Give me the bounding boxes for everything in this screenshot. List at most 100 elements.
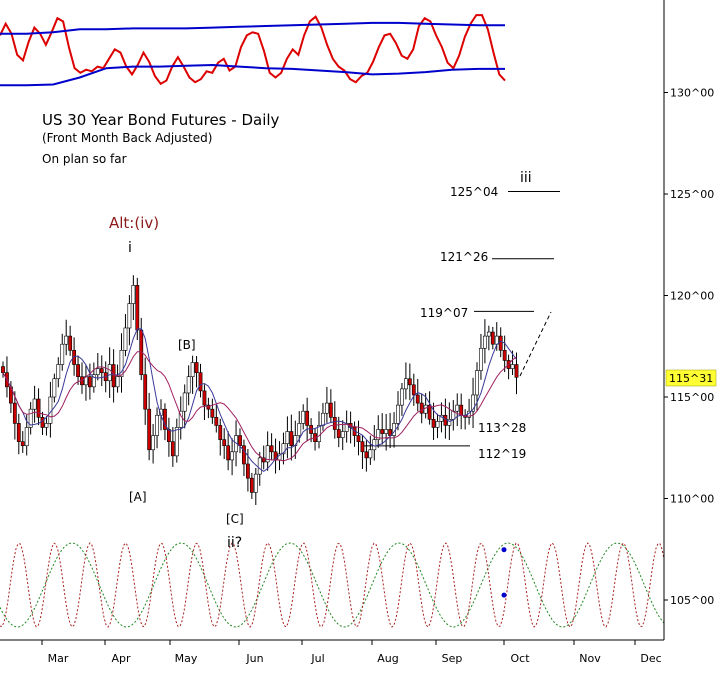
candle-body bbox=[115, 376, 120, 388]
candle-body bbox=[427, 404, 432, 420]
candle bbox=[356, 420, 361, 456]
candle-body bbox=[435, 421, 440, 428]
candle bbox=[313, 427, 317, 451]
candle-body bbox=[249, 477, 254, 493]
wave-label-c: [C] bbox=[226, 512, 244, 526]
level-lines bbox=[362, 190, 560, 447]
candle-body bbox=[151, 435, 156, 451]
candle-body bbox=[214, 416, 219, 426]
candle bbox=[435, 413, 440, 439]
candle bbox=[48, 381, 53, 438]
candle bbox=[360, 434, 365, 469]
candle-body bbox=[167, 429, 171, 442]
candle bbox=[336, 416, 341, 448]
upper-band-line bbox=[0, 21, 505, 35]
candle bbox=[431, 402, 436, 441]
candle-body bbox=[403, 378, 408, 390]
candle bbox=[471, 377, 475, 429]
candle bbox=[178, 396, 183, 440]
candlestick-series bbox=[1, 275, 519, 505]
candle-body bbox=[206, 404, 211, 410]
candle bbox=[80, 362, 84, 394]
candle bbox=[202, 384, 207, 421]
time-tick-label: May bbox=[175, 652, 198, 665]
candle bbox=[317, 411, 321, 449]
candle-body bbox=[305, 410, 310, 426]
candle-body bbox=[336, 429, 341, 438]
candle bbox=[226, 431, 231, 471]
candle-body bbox=[289, 431, 294, 447]
candle bbox=[123, 314, 128, 357]
candle-body bbox=[459, 404, 464, 416]
candle-body bbox=[455, 404, 460, 412]
candle bbox=[340, 420, 345, 451]
candle-body bbox=[431, 419, 436, 428]
price-tick-label: 115^00 bbox=[670, 391, 714, 404]
candle bbox=[44, 416, 49, 436]
candle-body bbox=[423, 404, 428, 414]
candle bbox=[269, 433, 274, 461]
time-tick-label: Oct bbox=[510, 652, 530, 665]
cycle-panel bbox=[0, 542, 665, 628]
candle bbox=[506, 354, 511, 380]
price-tick-label: 125^00 bbox=[670, 188, 714, 201]
chart-subtitle: (Front Month Back Adjusted) bbox=[42, 131, 212, 145]
candle bbox=[143, 357, 148, 425]
candle-body bbox=[123, 327, 128, 351]
moving-averages bbox=[2, 328, 517, 473]
time-tick-label: Aug bbox=[377, 652, 398, 665]
wave-label-b: [B] bbox=[178, 338, 196, 352]
candle bbox=[60, 333, 65, 371]
time-tick-label: Nov bbox=[579, 652, 601, 665]
candle-body bbox=[95, 368, 100, 375]
candle-body bbox=[293, 435, 298, 447]
price-tick-label: 110^00 bbox=[670, 493, 714, 506]
candle-body bbox=[230, 451, 235, 461]
candle-body bbox=[486, 331, 491, 337]
candle bbox=[52, 373, 57, 403]
candle-body bbox=[384, 429, 389, 434]
candle bbox=[407, 363, 412, 401]
candle-body bbox=[44, 423, 49, 428]
candle-body bbox=[328, 402, 333, 418]
candle bbox=[163, 403, 167, 441]
current-price-box bbox=[665, 369, 717, 387]
candle-body bbox=[88, 376, 92, 388]
candle bbox=[265, 431, 270, 471]
candle bbox=[372, 425, 377, 461]
candle bbox=[463, 409, 468, 430]
candle-body bbox=[253, 473, 258, 493]
moving-average-fast bbox=[2, 328, 517, 473]
candle bbox=[76, 355, 80, 385]
candle bbox=[427, 391, 432, 425]
candle-body bbox=[281, 443, 286, 455]
candle bbox=[332, 401, 337, 439]
candle-body bbox=[56, 364, 61, 380]
candle-body bbox=[257, 457, 262, 475]
candle bbox=[20, 431, 25, 453]
candle bbox=[459, 393, 464, 430]
candle bbox=[147, 392, 152, 461]
candle bbox=[490, 326, 495, 350]
candle-body bbox=[202, 390, 207, 406]
candle-body bbox=[285, 431, 290, 444]
price-axis: 130^00 125^00 120^00 115^00 110^00 105^00 bbox=[663, 0, 714, 640]
candle-body bbox=[479, 347, 483, 371]
candle bbox=[12, 391, 17, 440]
candle bbox=[131, 275, 136, 320]
candle-body bbox=[24, 427, 29, 447]
candle-body bbox=[368, 449, 373, 459]
candle bbox=[253, 467, 258, 505]
candle bbox=[324, 386, 329, 423]
candle bbox=[396, 391, 400, 431]
candle bbox=[364, 440, 369, 472]
candle bbox=[151, 424, 156, 464]
candle bbox=[214, 404, 219, 433]
candle bbox=[167, 417, 171, 457]
candle-body bbox=[380, 429, 385, 434]
candle bbox=[293, 420, 298, 459]
candle bbox=[16, 413, 21, 455]
candle bbox=[95, 352, 100, 381]
candle-body bbox=[514, 364, 519, 378]
wave-label-alt-iv: Alt:(iv) bbox=[109, 214, 159, 232]
